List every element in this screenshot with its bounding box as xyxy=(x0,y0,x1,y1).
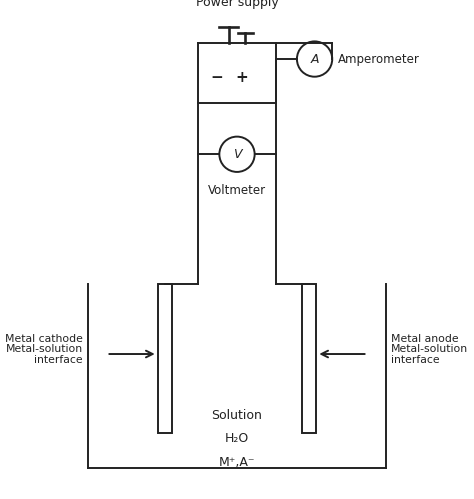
Text: +: + xyxy=(235,70,248,85)
Text: Metal-solution
interface: Metal-solution interface xyxy=(391,344,468,365)
Text: Power supply: Power supply xyxy=(196,0,278,9)
Text: Solution: Solution xyxy=(211,409,263,422)
Text: Metal cathode: Metal cathode xyxy=(5,334,83,344)
Text: Metal anode: Metal anode xyxy=(391,334,459,344)
Text: −: − xyxy=(210,70,223,85)
Text: V: V xyxy=(233,148,241,161)
Text: A: A xyxy=(310,52,319,65)
Bar xyxy=(301,284,317,433)
Text: Voltmeter: Voltmeter xyxy=(208,184,266,197)
Text: M⁺,A⁻: M⁺,A⁻ xyxy=(219,456,255,469)
Text: H₂O: H₂O xyxy=(225,432,249,445)
Bar xyxy=(157,284,173,433)
Text: Metal-solution
interface: Metal-solution interface xyxy=(6,344,83,365)
Text: Amperometer: Amperometer xyxy=(338,52,419,65)
